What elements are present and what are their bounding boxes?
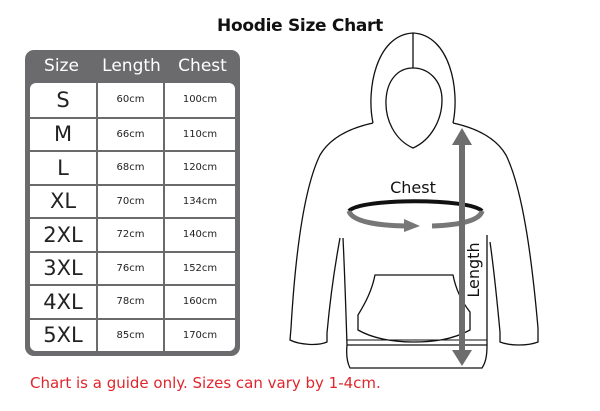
length-cell: 78cm [98, 286, 165, 318]
size-cell: XL [30, 185, 98, 217]
size-cell: 4XL [30, 286, 98, 318]
chest-cell: 100cm [182, 94, 218, 106]
size-disclaimer: Chart is a guide only. Sizes can vary by… [30, 374, 381, 392]
length-cell: 76cm [98, 252, 165, 284]
chest-cell: 110cm [182, 128, 218, 140]
chest-cell: 170cm [182, 329, 218, 341]
chest-arrowhead [404, 219, 420, 232]
table-row: M 66cm 110cm [30, 116, 235, 150]
size-cell: L [30, 152, 98, 184]
length-measure [452, 128, 472, 366]
table-row: 5XL 85cm 170cm [30, 317, 235, 351]
header-chest: Chest [178, 56, 227, 76]
chest-cell: 152cm [182, 262, 218, 274]
length-arrow-top [452, 128, 472, 145]
hoodie-outline [289, 32, 539, 369]
length-cell: 68cm [98, 152, 165, 184]
header-length: Length [102, 56, 161, 76]
size-cell: 5XL [30, 319, 98, 351]
size-cell: 2XL [30, 219, 98, 251]
size-cell: S [30, 83, 98, 117]
length-cell: 72cm [98, 219, 165, 251]
table-row: 3XL 76cm 152cm [30, 250, 235, 284]
chest-cell: 140cm [182, 229, 218, 241]
table-row: 2XL 72cm 140cm [30, 217, 235, 251]
chart-title: Hoodie Size Chart [217, 16, 383, 36]
length-label: Length [464, 242, 483, 297]
size-cell: 3XL [30, 252, 98, 284]
chest-cell: 120cm [182, 162, 218, 174]
table-row: S 60cm 100cm [30, 83, 235, 117]
size-grid: S 60cm 100cm M 66cm 110cm L 68cm 120cm XL 70cm 134c… [30, 83, 235, 351]
table-row: L 68cm 120cm [30, 150, 235, 184]
chest-measure [346, 199, 485, 232]
header-size: Size [44, 56, 79, 76]
chest-label: Chest [390, 178, 436, 197]
size-table: Size Length Chest S 60cm 100cm M 66cm 110cm L 6… [25, 50, 240, 356]
length-cell: 66cm [98, 118, 165, 150]
chest-cell: 160cm [182, 296, 218, 308]
length-cell: 70cm [98, 185, 165, 217]
table-row: 4XL 78cm 160cm [30, 284, 235, 318]
length-cell: 85cm [98, 319, 165, 351]
length-arrow-bottom [452, 350, 472, 366]
table-row: XL 70cm 134cm [30, 183, 235, 217]
length-cell: 60cm [98, 83, 165, 117]
chest-cell: 134cm [182, 195, 218, 207]
size-cell: M [30, 118, 98, 150]
